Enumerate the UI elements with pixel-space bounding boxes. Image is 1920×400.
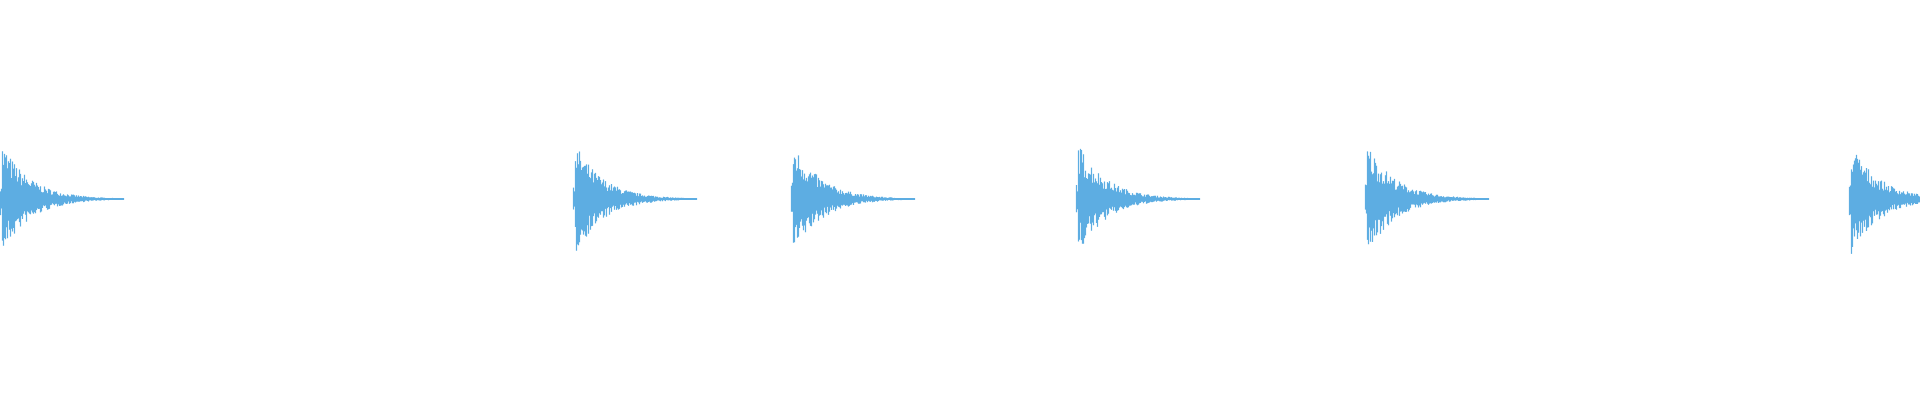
waveform-burst-samples xyxy=(1364,151,1490,245)
waveform-burst-samples xyxy=(0,151,125,246)
waveform-burst xyxy=(790,155,916,243)
waveform-burst-samples xyxy=(1075,148,1201,244)
waveform-burst xyxy=(1364,151,1490,245)
waveform-burst xyxy=(1848,154,1920,254)
waveform-burst xyxy=(0,151,125,246)
waveform-burst xyxy=(572,151,698,251)
waveform-burst-samples xyxy=(790,155,916,243)
waveform-burst-samples xyxy=(572,151,698,251)
waveform-burst xyxy=(1075,148,1201,244)
waveform-burst-samples xyxy=(1848,154,1920,254)
